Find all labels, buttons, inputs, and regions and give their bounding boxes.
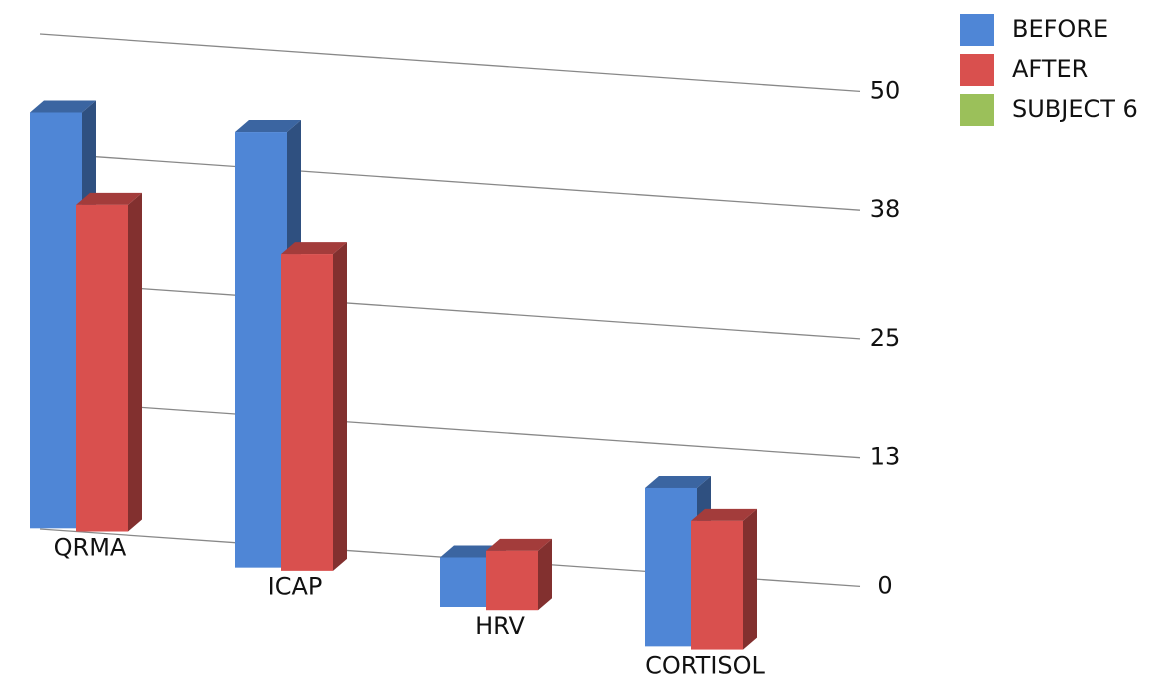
legend-label: SUBJECT 6 <box>1012 95 1138 123</box>
bar-front <box>30 112 82 529</box>
bar-top <box>645 475 711 488</box>
x-tick-label: HRV <box>475 612 525 640</box>
y-tick-label: 13 <box>870 443 901 471</box>
grid-line <box>39 33 861 93</box>
legend-swatch <box>960 54 994 86</box>
legend-label: BEFORE <box>1012 15 1108 43</box>
legend-label: AFTER <box>1012 55 1088 83</box>
bar-front <box>486 550 538 611</box>
bar <box>691 508 757 650</box>
bar-front <box>645 487 697 647</box>
y-tick-label: 25 <box>870 324 901 352</box>
x-tick-label: CORTISOL <box>645 651 765 679</box>
bar-top <box>235 120 301 133</box>
y-tick-label: 38 <box>870 195 901 223</box>
grid-line <box>39 280 861 340</box>
grid-line <box>39 399 861 459</box>
x-tick-label: ICAP <box>268 573 323 601</box>
bar <box>486 538 552 611</box>
y-tick-label: 50 <box>870 76 901 104</box>
bar-top <box>30 100 96 113</box>
legend-swatch <box>960 14 994 46</box>
bar-front <box>440 557 492 607</box>
bar-top <box>76 192 142 205</box>
bar-top <box>691 508 757 521</box>
bar-front <box>235 132 287 568</box>
bar-top <box>281 242 347 255</box>
y-tick-label: 0 <box>877 571 892 599</box>
bar <box>281 242 347 571</box>
bar-top <box>486 538 552 551</box>
x-tick-label: QRMA <box>54 533 127 561</box>
bar-side <box>128 192 142 532</box>
bar-side <box>538 538 552 611</box>
bar-front <box>691 520 743 650</box>
grid-line <box>39 152 861 211</box>
bar <box>76 192 142 532</box>
legend-swatch <box>960 94 994 126</box>
bar-side <box>743 508 757 650</box>
bar-front <box>281 254 333 571</box>
bar-front <box>76 204 128 532</box>
bar-side <box>333 242 347 571</box>
